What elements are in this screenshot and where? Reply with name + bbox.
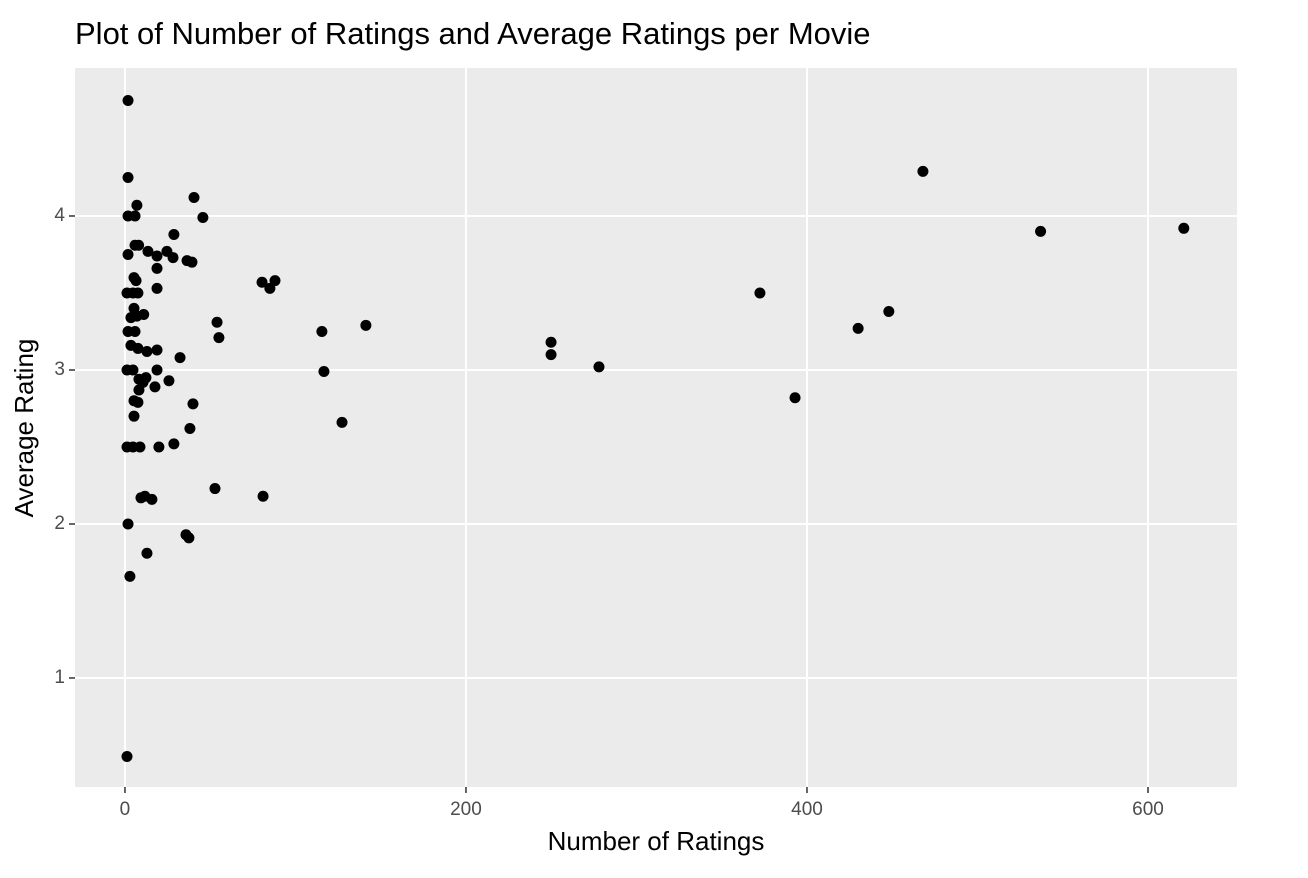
point [142, 245, 154, 257]
point [122, 171, 134, 183]
point [1178, 222, 1190, 234]
point [186, 256, 198, 268]
point [168, 228, 180, 240]
point [133, 239, 145, 251]
point [122, 518, 134, 530]
point [213, 332, 225, 344]
x-tick-label: 600 [1132, 799, 1164, 820]
point [883, 305, 895, 317]
point [545, 336, 557, 348]
point [146, 493, 158, 505]
x-tick-label: 400 [791, 799, 823, 820]
point [257, 490, 269, 502]
point [184, 423, 196, 435]
point [167, 252, 179, 264]
y-tick-label: 4 [54, 205, 65, 226]
point [188, 192, 200, 204]
point [183, 532, 195, 544]
point [130, 275, 142, 287]
point [134, 441, 146, 453]
point [141, 346, 153, 358]
point [122, 248, 134, 260]
point [151, 282, 163, 294]
point [163, 375, 175, 387]
point [151, 250, 163, 262]
y-axis-title: Average Rating [9, 339, 39, 518]
point [174, 352, 186, 364]
point [138, 309, 150, 321]
point [153, 441, 165, 453]
point [132, 396, 144, 408]
point [852, 322, 864, 334]
point [149, 381, 161, 393]
point [127, 364, 139, 376]
x-tick-label: 200 [450, 799, 482, 820]
plot-panel [75, 68, 1237, 787]
point [129, 325, 141, 337]
point [151, 344, 163, 356]
point [336, 416, 348, 428]
point [316, 325, 328, 337]
point [129, 210, 141, 222]
point [545, 349, 557, 361]
point [187, 398, 199, 410]
point [121, 751, 133, 763]
point [168, 438, 180, 450]
point [256, 276, 268, 288]
point [151, 364, 163, 376]
x-axis-title: Number of Ratings [548, 826, 765, 856]
point [131, 199, 143, 211]
point [917, 165, 929, 177]
y-tick-label: 1 [54, 667, 65, 688]
point [141, 547, 153, 559]
point [124, 570, 136, 582]
point [133, 384, 145, 396]
point [211, 316, 223, 328]
chart-title: Plot of Number of Ratings and Average Ra… [75, 16, 871, 51]
point [1035, 225, 1047, 237]
point [754, 287, 766, 299]
x-tick-label: 0 [120, 799, 131, 820]
y-tick-label: 2 [54, 513, 65, 534]
point [197, 212, 209, 224]
point [122, 94, 134, 106]
point [132, 342, 144, 354]
point [789, 392, 801, 404]
point [128, 410, 140, 422]
y-tick-label: 3 [54, 359, 65, 380]
point [269, 275, 281, 287]
point [209, 483, 221, 495]
point [318, 366, 330, 378]
point [151, 262, 163, 274]
point [360, 319, 372, 331]
point [132, 287, 144, 299]
point [593, 361, 605, 373]
